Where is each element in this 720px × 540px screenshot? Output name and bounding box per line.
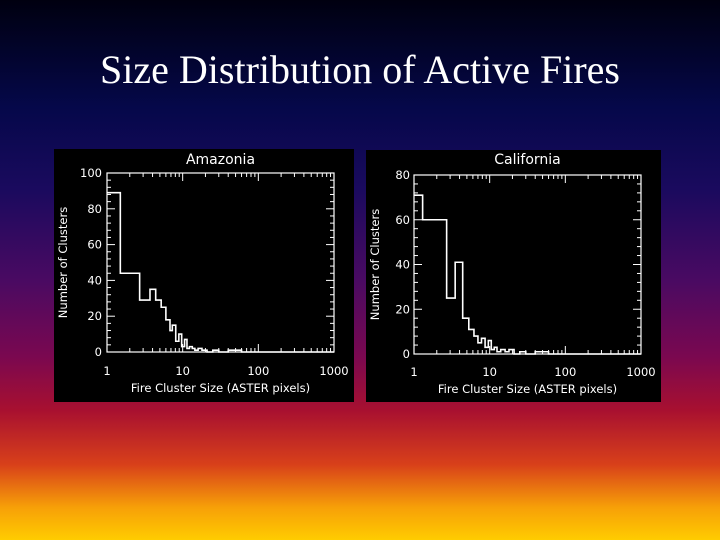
slide-title: Size Distribution of Active Fires (100, 47, 620, 92)
amazonia-y-tick-label: 0 (95, 345, 102, 359)
california-x-axis-label: Fire Cluster Size (ASTER pixels) (438, 382, 617, 396)
chart-california: California 1 10 100 1000 0 20 40 60 80 Fire Cluste… (368, 152, 656, 396)
california-x-tick-label: 100 (554, 365, 576, 379)
amazonia-x-tick-label: 100 (247, 364, 269, 378)
california-y-axis-label: Number of Clusters (368, 209, 382, 320)
amazonia-y-tick-label: 40 (87, 273, 102, 287)
california-y-tick-label: 80 (395, 168, 410, 182)
amazonia-y-tick-label: 100 (80, 166, 102, 180)
california-chart-title: California (494, 152, 560, 168)
california-histogram-line (414, 194, 641, 355)
amazonia-y-axis-label: Number of Clusters (56, 207, 70, 318)
california-x-tick-label: 10 (482, 365, 497, 379)
amazonia-x-tick-label: 1000 (319, 364, 348, 378)
amazonia-plot-frame (106, 172, 335, 353)
chart-amazonia: Amazonia 1 10 100 1000 0 20 40 60 80 100 Fire Clust… (56, 152, 349, 395)
chart-panel-amazonia: Amazonia 1 10 100 1000 0 20 40 60 80 100 Fire Clust… (54, 149, 354, 402)
california-y-tick-label: 20 (395, 302, 410, 316)
amazonia-x-tick-label: 10 (175, 364, 190, 378)
california-y-tick-label: 40 (395, 258, 410, 272)
amazonia-chart-title: Amazonia (186, 152, 255, 168)
amazonia-y-tick-label: 80 (87, 202, 102, 216)
amazonia-y-tick-label: 60 (87, 238, 102, 252)
amazonia-x-axis-label: Fire Cluster Size (ASTER pixels) (131, 381, 310, 395)
california-y-tick-label: 0 (403, 347, 410, 361)
california-y-tick-label: 60 (395, 213, 410, 227)
california-x-tick-label: 1000 (626, 365, 655, 379)
amazonia-y-tick-label: 20 (87, 309, 102, 323)
amazonia-x-tick-label: 1 (103, 364, 110, 378)
amazonia-histogram-line (107, 191, 334, 353)
california-plot-frame (413, 174, 642, 355)
california-x-tick-label: 1 (410, 365, 417, 379)
chart-panel-california: California 1 10 100 1000 0 20 40 60 80 Fire Cluste… (366, 150, 661, 402)
